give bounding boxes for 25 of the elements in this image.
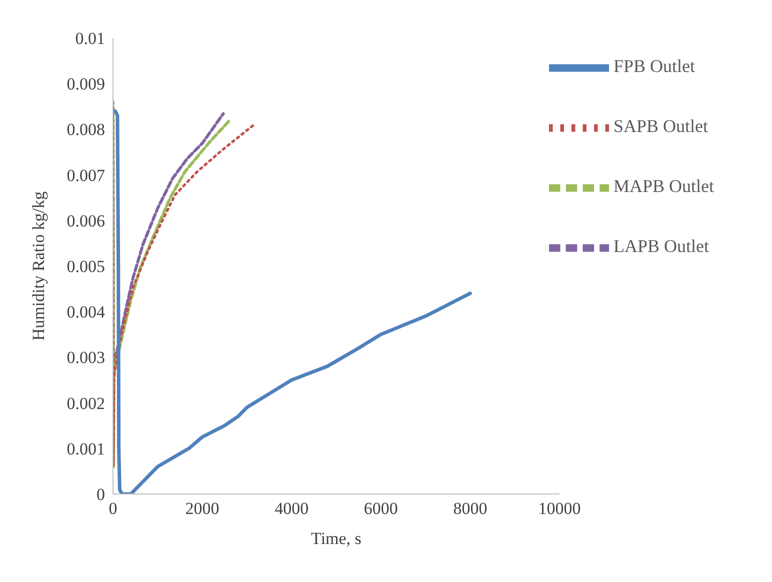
y-tick-label: 0.006 [66, 211, 105, 230]
legend-label: LAPB Outlet [613, 236, 709, 256]
y-tick-label: 0.007 [66, 166, 106, 185]
line-series [113, 100, 254, 468]
y-tick-label: 0.003 [66, 348, 105, 368]
legend-label: SAPB Outlet [613, 116, 708, 136]
x-tick-label: 0 [108, 499, 118, 518]
y-tick-label: 0.004 [66, 302, 106, 322]
y-axis-title: Humidity Ratio kg/kg [29, 190, 48, 341]
x-axis-title: Time, s [311, 529, 362, 548]
y-tick-label: 0.002 [66, 394, 105, 413]
x-tick-label: 6000 [364, 499, 398, 518]
y-tick-label: 0.008 [66, 120, 105, 140]
line-series [113, 109, 472, 494]
y-tick-label: 0.009 [66, 74, 105, 94]
x-tick-label: 2000 [185, 499, 220, 518]
y-tick-label: 0 [96, 485, 105, 504]
x-tick-label: 10000 [538, 499, 581, 518]
x-tick-label: 4000 [274, 499, 309, 518]
y-tick-label: 0.01 [75, 29, 105, 48]
legend-label: MAPB Outlet [613, 176, 714, 196]
y-tick-label: 0.001 [66, 439, 105, 458]
x-tick-label: 8000 [453, 499, 488, 518]
y-tick-label: 0.005 [66, 257, 105, 276]
legend-label: FPB Outlet [613, 56, 696, 76]
